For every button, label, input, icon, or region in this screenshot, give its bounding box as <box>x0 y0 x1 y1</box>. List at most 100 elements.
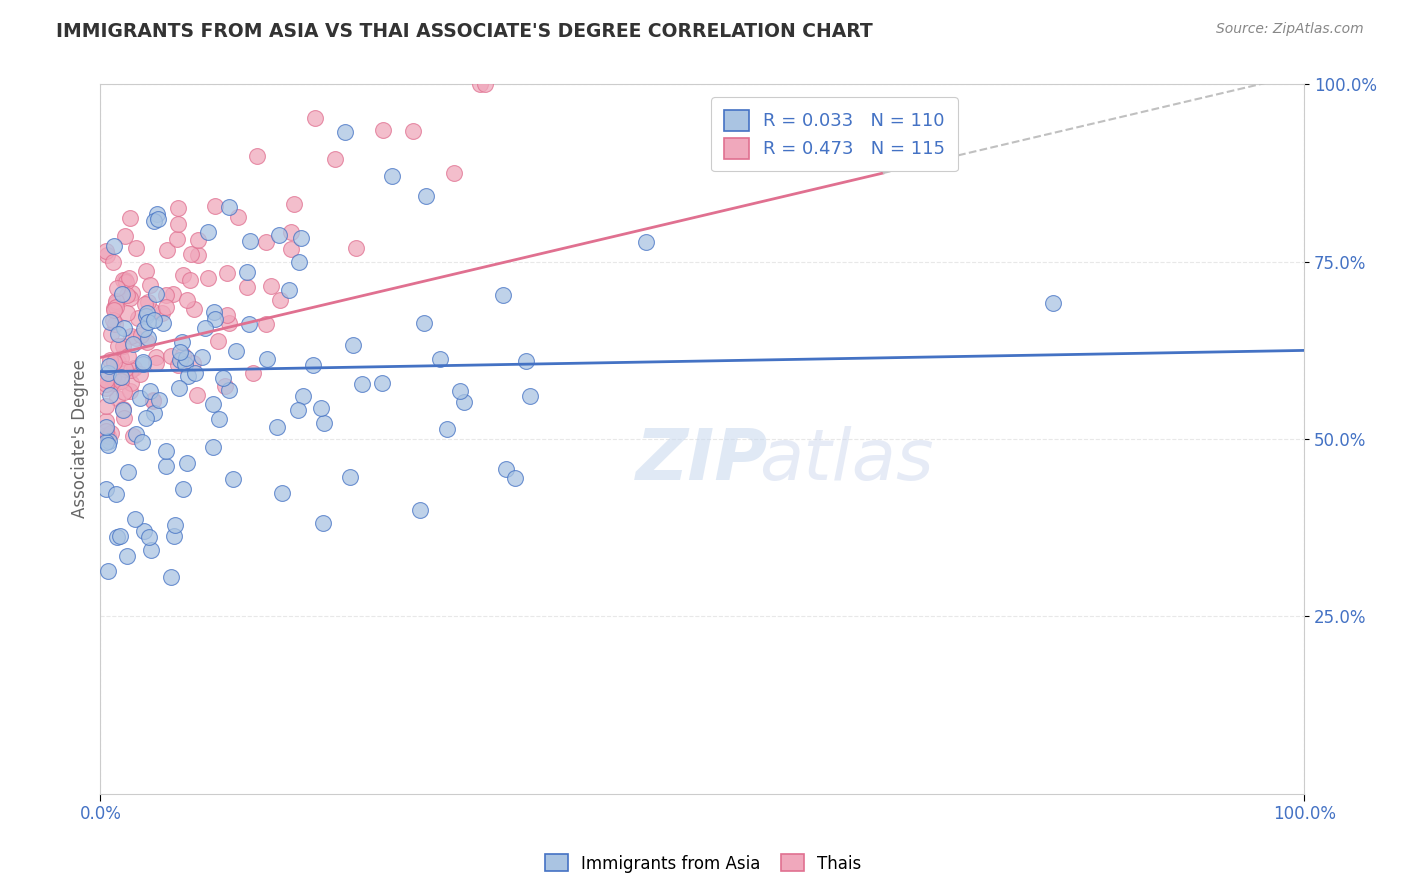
Point <box>120 363 142 377</box>
Point <box>110 529 132 543</box>
Point <box>1042 296 1064 310</box>
Point <box>118 211 141 225</box>
Point <box>312 516 335 530</box>
Point <box>104 317 127 331</box>
Point <box>176 368 198 383</box>
Point <box>120 328 142 343</box>
Point <box>97 429 120 443</box>
Point <box>170 334 193 349</box>
Point <box>495 462 517 476</box>
Point <box>236 265 259 279</box>
Point <box>342 337 364 351</box>
Point <box>169 345 191 359</box>
Point <box>96 424 118 438</box>
Point <box>135 309 157 323</box>
Point <box>215 266 238 280</box>
Point <box>134 297 156 311</box>
Y-axis label: Associate's Degree: Associate's Degree <box>72 359 89 518</box>
Point <box>150 306 173 320</box>
Point <box>104 296 127 310</box>
Point <box>503 470 526 484</box>
Point <box>97 434 120 448</box>
Point <box>167 381 190 395</box>
Point <box>96 244 118 258</box>
Point <box>125 241 148 255</box>
Point <box>280 242 302 256</box>
Point <box>314 416 336 430</box>
Point <box>162 287 184 301</box>
Point <box>132 322 155 336</box>
Point <box>111 402 134 417</box>
Point <box>122 337 145 351</box>
Point <box>105 391 128 405</box>
Point <box>111 287 134 301</box>
Point <box>474 78 496 92</box>
Point <box>519 388 541 402</box>
Point <box>287 402 309 417</box>
Point <box>172 268 194 282</box>
Point <box>96 376 118 391</box>
Point <box>135 411 157 425</box>
Point <box>207 334 229 348</box>
Point <box>409 502 432 516</box>
Point <box>202 440 225 454</box>
Legend: Immigrants from Asia, Thais: Immigrants from Asia, Thais <box>538 847 868 880</box>
Point <box>117 349 139 363</box>
Point <box>470 78 492 92</box>
Point <box>339 470 361 484</box>
Point <box>155 444 177 458</box>
Point <box>105 280 128 294</box>
Point <box>138 530 160 544</box>
Point <box>166 358 188 372</box>
Point <box>191 351 214 365</box>
Point <box>115 276 138 290</box>
Point <box>172 348 194 362</box>
Point <box>402 124 425 138</box>
Point <box>270 485 292 500</box>
Point <box>122 361 145 376</box>
Point <box>218 384 240 398</box>
Point <box>155 300 177 314</box>
Point <box>222 472 245 486</box>
Point <box>290 231 312 245</box>
Point <box>254 235 277 250</box>
Point <box>112 321 135 335</box>
Point <box>159 570 181 584</box>
Point <box>131 435 153 450</box>
Point <box>98 359 121 374</box>
Point <box>174 357 197 371</box>
Point <box>117 466 139 480</box>
Point <box>103 370 125 384</box>
Point <box>142 393 165 408</box>
Point <box>148 392 170 407</box>
Point <box>145 351 167 365</box>
Point <box>453 394 475 409</box>
Point <box>132 354 155 368</box>
Point <box>208 412 231 426</box>
Point <box>103 302 125 317</box>
Point <box>103 376 125 391</box>
Point <box>125 331 148 345</box>
Point <box>246 149 269 163</box>
Point <box>125 426 148 441</box>
Point <box>136 306 159 320</box>
Point <box>142 406 165 420</box>
Point <box>97 438 120 452</box>
Text: IMMIGRANTS FROM ASIA VS THAI ASSOCIATE'S DEGREE CORRELATION CHART: IMMIGRANTS FROM ASIA VS THAI ASSOCIATE'S… <box>56 22 873 41</box>
Point <box>176 293 198 307</box>
Point <box>143 313 166 327</box>
Point <box>127 310 149 325</box>
Point <box>254 317 277 331</box>
Point <box>146 212 169 227</box>
Point <box>163 529 186 543</box>
Point <box>110 351 132 366</box>
Point <box>166 218 188 232</box>
Point <box>96 373 118 387</box>
Point <box>112 339 135 353</box>
Point <box>186 388 208 402</box>
Point <box>429 351 451 366</box>
Point <box>201 397 224 411</box>
Point <box>197 271 219 285</box>
Point <box>111 401 134 416</box>
Point <box>136 294 159 309</box>
